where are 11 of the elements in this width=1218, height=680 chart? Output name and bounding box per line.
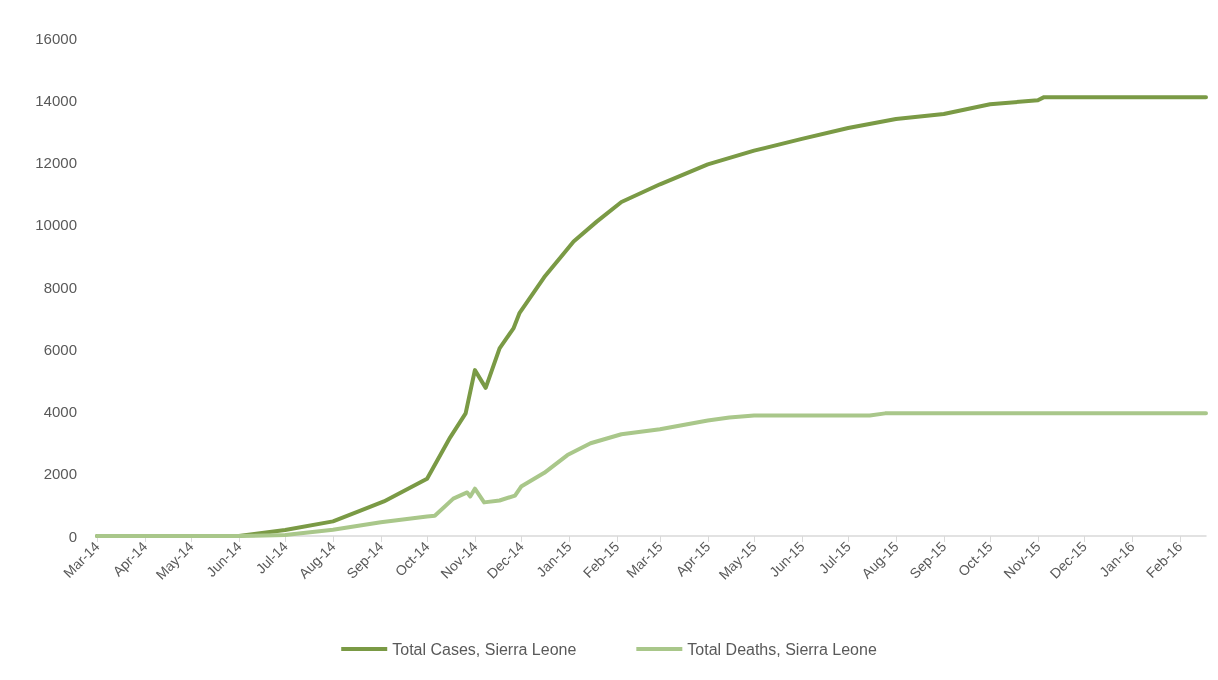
legend-label: Total Cases, Sierra Leone (392, 640, 577, 658)
y-tick-label: 10000 (35, 216, 77, 234)
y-tick-label: 14000 (35, 91, 77, 109)
y-tick-label: 12000 (35, 154, 77, 171)
y-tick-label: 8000 (43, 278, 77, 296)
y-tick-label: 4000 (43, 403, 77, 420)
legend-label: Total Deaths, Sierra Leone (687, 640, 877, 658)
y-tick-label: 0 (68, 527, 77, 545)
y-tick-label: 16000 (35, 29, 77, 47)
y-tick-label: 6000 (43, 340, 77, 358)
y-tick-label: 2000 (43, 465, 77, 483)
